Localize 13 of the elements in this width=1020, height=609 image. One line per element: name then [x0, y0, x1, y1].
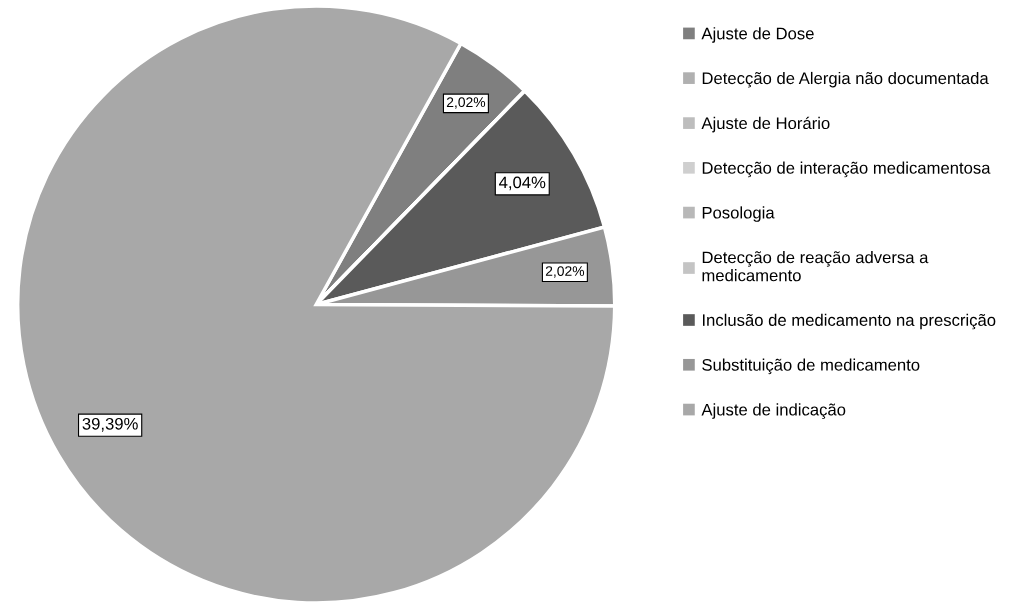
legend-label: Inclusão de medicamento na prescrição — [702, 313, 996, 330]
data-label: 2,02% — [545, 266, 585, 278]
legend-label: Ajuste de indicação — [701, 403, 846, 419]
data-label: 4,04% — [499, 176, 546, 191]
legend-label: Detecção de Alergia não documentada — [702, 71, 989, 88]
legend-label: Detecção de interação medicamentosa — [702, 161, 991, 178]
legend-label: Ajuste de Dose — [701, 27, 814, 43]
data-label: 2,02% — [446, 97, 486, 109]
legend-label: Ajuste de Horário — [701, 116, 830, 133]
legend-label: Substituição de medicamento — [702, 358, 920, 375]
legend-label: Posologia — [702, 206, 775, 222]
data-label: 39,39% — [82, 417, 138, 432]
legend-label: Detecção de reação adversa a medicamento — [702, 251, 929, 282]
